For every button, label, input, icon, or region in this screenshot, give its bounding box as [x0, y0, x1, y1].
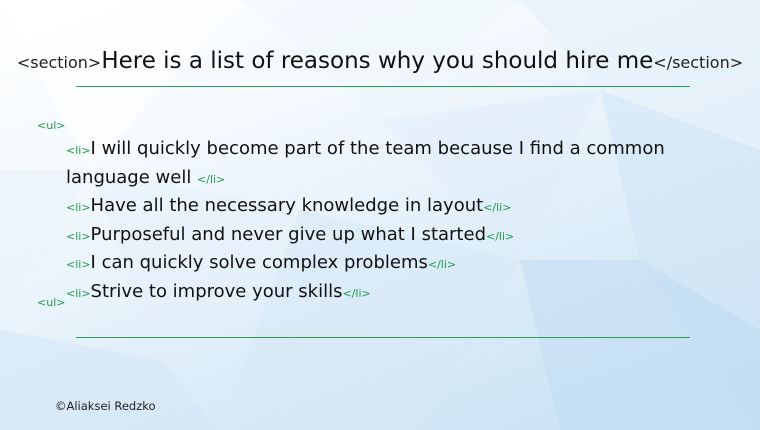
top-divider	[76, 86, 690, 87]
li-close-tag: </li>	[342, 286, 371, 300]
section-open-tag: <section>	[16, 53, 102, 72]
list-item-text: Purposeful and never give up what I star…	[90, 223, 486, 245]
list-item: <li>Strive to improve your skills</li>	[66, 279, 730, 308]
list-item: <li>Purposeful and never give up what I …	[66, 222, 730, 251]
bottom-divider	[76, 337, 690, 338]
li-open-tag: <li>	[66, 258, 91, 271]
list-item: <li>I can quickly solve complex problems…	[66, 250, 730, 279]
reasons-list: <li>I will quickly become part of the te…	[66, 136, 730, 307]
li-open-tag: <li>	[66, 286, 91, 300]
author-credit: ©Aliaksei Redzko	[55, 399, 156, 413]
list-item: <li>Have all the necessary knowledge in …	[66, 193, 730, 222]
section-close-tag: </section>	[653, 53, 744, 72]
list-item-text: Strive to improve your skills	[90, 280, 343, 302]
title-text: Here is a list of reasons why you should…	[101, 48, 654, 74]
ul-close-tag: <ul>	[37, 296, 66, 309]
li-open-tag: <li>	[66, 144, 91, 157]
list-item-text: I will quickly become part of the team b…	[66, 138, 665, 188]
ul-open-tag: <ul>	[37, 119, 66, 132]
li-close-tag: </li>	[427, 258, 457, 271]
li-open-tag: <li>	[66, 229, 91, 243]
slide-title: <section>Here is a list of reasons why y…	[0, 48, 760, 74]
li-open-tag: <li>	[66, 201, 91, 214]
li-close-tag: </li>	[483, 201, 512, 214]
list-item-text: Have all the necessary knowledge in layo…	[90, 195, 484, 216]
list-item-text: I can quickly solve complex problems	[90, 252, 428, 273]
li-close-tag: </li>	[486, 229, 515, 243]
list-item: <li>I will quickly become part of the te…	[66, 136, 730, 193]
li-close-tag: </li>	[197, 172, 226, 186]
